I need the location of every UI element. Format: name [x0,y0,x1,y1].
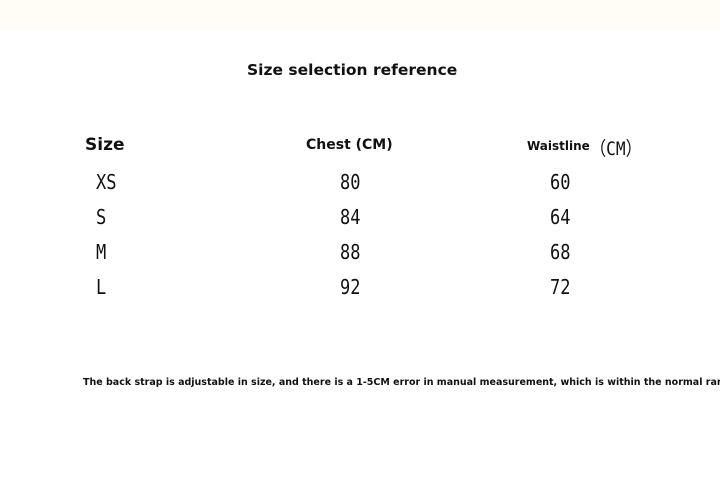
table-cell: S [96,205,107,229]
header-chest: Chest (CM) [306,137,393,153]
table-cell: 80 [340,170,361,194]
table-cell: 92 [340,275,361,299]
header-size: Size [85,135,125,155]
note: The back strap is adjustable in size, an… [83,377,720,388]
table-cell: 72 [550,275,571,299]
table-cell: L [96,275,107,299]
table-cell: XS [96,170,117,194]
header-waist: Waistline [527,139,590,153]
header-waist-unit: （CM） [590,138,642,160]
table-cell: M [96,240,107,264]
table-cell: 68 [550,240,571,264]
title: Size selection reference [247,61,458,79]
table-cell: 84 [340,205,361,229]
table-cell: 88 [340,240,361,264]
table-cell: 60 [550,170,571,194]
table-cell: 64 [550,205,571,229]
top-band [0,0,720,30]
